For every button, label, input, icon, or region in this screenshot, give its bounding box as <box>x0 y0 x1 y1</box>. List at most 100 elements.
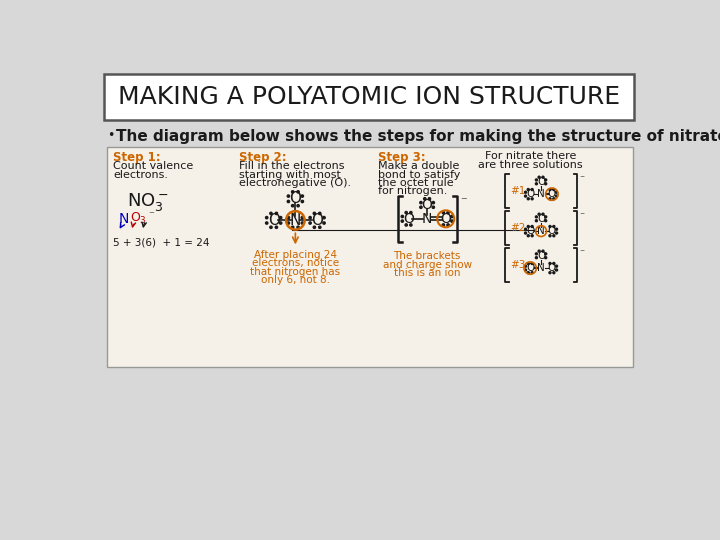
Circle shape <box>527 272 529 274</box>
Circle shape <box>323 222 325 224</box>
Circle shape <box>536 216 537 218</box>
Text: O: O <box>403 212 414 226</box>
Circle shape <box>297 205 300 207</box>
Text: and charge show: and charge show <box>382 260 472 269</box>
Circle shape <box>275 226 277 228</box>
Circle shape <box>420 201 422 204</box>
Circle shape <box>553 188 555 191</box>
Circle shape <box>536 256 537 259</box>
Text: O: O <box>548 226 556 236</box>
Circle shape <box>553 235 555 237</box>
Circle shape <box>531 235 533 237</box>
Circle shape <box>549 188 551 191</box>
Circle shape <box>542 213 544 215</box>
Text: O: O <box>537 251 545 261</box>
Circle shape <box>423 198 426 200</box>
Circle shape <box>292 205 294 207</box>
Circle shape <box>301 195 304 197</box>
Circle shape <box>525 191 526 193</box>
Bar <box>107 147 632 367</box>
Circle shape <box>270 226 272 228</box>
Circle shape <box>531 272 533 274</box>
Text: for nitrogen.: for nitrogen. <box>378 186 448 197</box>
Circle shape <box>538 213 540 215</box>
Text: N: N <box>289 213 301 228</box>
Text: N: N <box>119 212 130 226</box>
Text: O: O <box>526 263 534 273</box>
Text: O: O <box>268 213 279 228</box>
Circle shape <box>292 191 294 193</box>
Text: electronegative (O).: electronegative (O). <box>239 178 351 188</box>
Circle shape <box>525 195 526 197</box>
Text: O: O <box>537 177 545 187</box>
Circle shape <box>297 226 300 228</box>
Circle shape <box>538 176 540 178</box>
Circle shape <box>527 226 529 227</box>
Text: ⁻: ⁻ <box>579 174 584 184</box>
Circle shape <box>553 226 555 227</box>
Text: O: O <box>441 212 451 226</box>
Circle shape <box>292 226 294 228</box>
Circle shape <box>549 262 551 265</box>
Text: For nitrate there: For nitrate there <box>485 151 576 161</box>
Circle shape <box>266 222 268 224</box>
Circle shape <box>401 220 403 222</box>
Circle shape <box>531 226 533 227</box>
Text: O: O <box>537 214 545 224</box>
Text: ⁻: ⁻ <box>579 248 584 258</box>
Circle shape <box>279 222 282 224</box>
Text: •: • <box>107 130 114 143</box>
Circle shape <box>287 195 289 197</box>
Text: N: N <box>537 226 545 236</box>
Circle shape <box>545 179 546 181</box>
Circle shape <box>309 222 311 224</box>
Circle shape <box>542 176 544 178</box>
Text: Step 1:: Step 1: <box>113 151 161 164</box>
Circle shape <box>542 250 544 252</box>
Circle shape <box>527 262 529 265</box>
Circle shape <box>556 191 557 193</box>
Circle shape <box>549 226 551 227</box>
Text: $\mathregular{O_3}$: $\mathregular{O_3}$ <box>130 211 146 226</box>
Text: The brackets: The brackets <box>393 251 461 261</box>
Text: After placing 24: After placing 24 <box>254 249 337 260</box>
Circle shape <box>525 232 526 234</box>
Text: that nitrogen has: that nitrogen has <box>251 267 341 276</box>
FancyArrowPatch shape <box>120 222 125 227</box>
Circle shape <box>536 253 537 255</box>
Circle shape <box>301 217 304 219</box>
Text: O: O <box>526 226 534 236</box>
Circle shape <box>536 179 537 181</box>
Text: electrons.: electrons. <box>113 170 168 179</box>
Circle shape <box>525 228 526 230</box>
Circle shape <box>309 217 311 219</box>
Circle shape <box>527 188 529 191</box>
Text: O: O <box>311 213 323 228</box>
Circle shape <box>545 256 546 259</box>
Circle shape <box>432 201 434 204</box>
Circle shape <box>297 191 300 193</box>
Circle shape <box>549 235 551 237</box>
Circle shape <box>410 224 412 226</box>
Text: ⁻: ⁻ <box>461 195 467 208</box>
Text: #1: #1 <box>510 186 526 196</box>
FancyArrowPatch shape <box>131 222 135 227</box>
Circle shape <box>432 206 434 208</box>
Text: 5 + 3(6)  + 1 = 24: 5 + 3(6) + 1 = 24 <box>113 237 210 247</box>
Text: ⁻: ⁻ <box>148 210 154 220</box>
Text: O: O <box>526 189 534 199</box>
Circle shape <box>279 217 282 219</box>
Circle shape <box>531 198 533 200</box>
Circle shape <box>410 212 412 214</box>
Circle shape <box>451 215 453 218</box>
Circle shape <box>545 220 546 222</box>
Text: O: O <box>422 198 433 212</box>
Text: N: N <box>537 263 545 273</box>
Circle shape <box>420 206 422 208</box>
Text: O: O <box>289 191 302 206</box>
Circle shape <box>545 216 546 218</box>
FancyArrowPatch shape <box>142 222 146 227</box>
Circle shape <box>319 226 321 228</box>
Text: ⁻: ⁻ <box>579 211 584 221</box>
Text: Make a double: Make a double <box>378 161 459 171</box>
